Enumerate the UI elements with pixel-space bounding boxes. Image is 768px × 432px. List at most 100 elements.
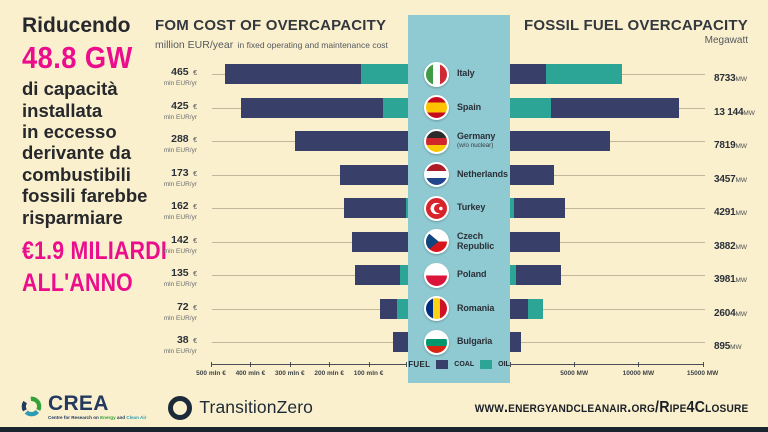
fom-value-bulgaria: 38 € mln EUR/yr [163, 334, 197, 355]
mw-value-spain: 13 144MW [714, 106, 755, 118]
mw-bar-italy [510, 64, 623, 84]
country-label-italy: Italy [457, 68, 475, 79]
crea-wordmark: CREA [48, 391, 109, 415]
mw-value-czech-republic: 3882MW [714, 240, 748, 252]
right-chart-title-block: FOSSIL FUEL OVERCAPACITY Megawatt [524, 17, 748, 46]
crea-tagline-part: Energy [100, 415, 116, 421]
country-label-netherlands: Netherlands [457, 168, 508, 179]
transitionzero-wordmark: TransitionZero [199, 397, 313, 417]
left-chart-title-block: FOM COST OF OVERCAPACITY million EUR/yea… [155, 17, 388, 53]
mw-bar-spain-oil-segment [510, 97, 552, 118]
left-axis-tick-300 [289, 362, 291, 367]
left-axis-tick-400 [250, 362, 252, 367]
row-gridline-right-italy [622, 74, 705, 75]
mw-bar-italy-coal-segment [510, 64, 546, 84]
fom-bar-italy-oil-segment [361, 64, 408, 84]
fom-bar-turkey-oil-segment [406, 198, 408, 218]
mw-bar-spain-coal-segment [551, 97, 679, 118]
row-gridline-left-italy [212, 74, 225, 75]
right-axis-label-5000: 5000 MW [560, 370, 589, 377]
mw-value-romania: 2604MW [714, 307, 748, 319]
intro-gw-highlight: 48.8 GW [22, 40, 133, 76]
mw-bar-romania [510, 298, 544, 319]
row-gridline-left-czech-republic [212, 241, 353, 243]
mw-bar-bulgaria [510, 332, 522, 352]
mw-bar-czech-republic-coal-segment [510, 231, 560, 252]
romania-flag-icon [424, 296, 449, 321]
fom-value-spain: 425 € mln EUR/yr [163, 99, 197, 121]
left-axis-line [212, 364, 406, 365]
fom-bar-germany [294, 131, 408, 151]
mw-value-germany: 7819MW [714, 140, 748, 151]
fom-bar-spain-oil-segment [383, 97, 408, 118]
country-label-romania: Romania [457, 302, 495, 313]
country-row-netherlands: Netherlands [424, 162, 508, 188]
mw-value-netherlands: 3457MW [714, 173, 748, 185]
row-gridline-left-germany [212, 141, 295, 142]
left-axis-label-400: 400 mln € [235, 370, 266, 377]
fom-bar-germany-coal-segment [294, 131, 408, 151]
left-axis-tick-200 [329, 362, 331, 367]
left-axis-tick-100 [368, 362, 370, 367]
country-label-germany: Germany (w/o nuclear) [457, 132, 507, 150]
mw-bar-netherlands-coal-segment [510, 164, 555, 185]
crea-tagline-part: and [115, 415, 127, 421]
mw-bar-turkey-oil-segment [510, 198, 514, 218]
campaign-url[interactable]: www.energyandcleanair.org/Ripe4Closure [474, 398, 748, 416]
left-axis-end-tick [406, 362, 407, 367]
right-axis-start-tick [510, 362, 511, 367]
left-chart-title: FOM COST OF OVERCAPACITY [155, 17, 387, 34]
legend-label-oil: OIL [498, 361, 510, 368]
poland-flag-icon [424, 262, 449, 288]
row-gridline-left-romania [212, 308, 380, 310]
crea-tagline-part: Clean Air [126, 415, 147, 421]
mw-bar-germany-coal-segment [510, 131, 611, 151]
fom-bar-turkey-coal-segment [344, 198, 407, 218]
country-sublabel-germany: (w/o nuclear) [457, 142, 494, 150]
fom-bar-poland-oil-segment [400, 265, 408, 285]
left-axis-label-100: 100 mln € [353, 370, 384, 377]
fom-bar-spain [240, 97, 408, 118]
netherlands-flag-icon [424, 162, 449, 187]
fom-value-poland: 135 € mln EUR/yr [163, 267, 197, 288]
fom-bar-bulgaria-coal-segment [393, 332, 408, 352]
country-row-turkey: Turkey [424, 195, 507, 221]
crea-logo: CREA Centre for Research on Energy and C… [20, 391, 146, 420]
mw-value-turkey: 4291MW [714, 207, 748, 218]
row-gridline-left-bulgaria [212, 342, 394, 343]
country-label-turkey: Turkey [457, 202, 486, 213]
fom-bar-turkey [344, 198, 408, 218]
left-axis-label-500: 500 mln € [196, 370, 226, 377]
fom-bar-italy-coal-segment [224, 64, 362, 84]
intro-text-block: Riducendo 48.8 GW di capacità installata… [22, 14, 207, 299]
footer: CREA Centre for Research on Energy and C… [0, 388, 768, 427]
right-axis-tick-5000 [574, 362, 576, 367]
fom-value-turkey: 162 € mln EUR/yr [163, 200, 197, 221]
row-gridline-left-spain [212, 107, 241, 109]
mw-bar-turkey-coal-segment [513, 198, 566, 218]
right-axis-label-15000: 15000 MW [686, 370, 719, 377]
mw-value-bulgaria: 895MW [714, 341, 742, 352]
fom-value-italy: 465 € mln EUR/yr [163, 66, 197, 87]
row-gridline-right-germany [610, 141, 705, 142]
row-gridline-right-romania [543, 308, 705, 310]
spain-flag-icon [424, 95, 449, 120]
country-row-germany: Germany (w/o nuclear) [424, 128, 507, 154]
right-chart-title: FOSSIL FUEL OVERCAPACITY [524, 17, 748, 34]
right-axis-label-10000: 10000 MW [622, 370, 655, 377]
crea-tagline-part: Centre for Research on [48, 415, 101, 421]
country-label-poland: Poland [457, 269, 487, 280]
mw-bar-romania-coal-segment [510, 298, 529, 319]
intro-lead: Riducendo [22, 14, 131, 37]
legend-label-coal: COAL [454, 361, 475, 368]
country-row-spain: Spain [424, 95, 507, 121]
fom-bar-bulgaria [393, 332, 408, 352]
fom-bar-netherlands-coal-segment [339, 164, 408, 185]
fom-bar-poland-coal-segment [354, 265, 401, 285]
left-axis-label-200: 200 mln € [314, 370, 345, 377]
crea-tagline: Centre for Research on Energy and Clean … [48, 415, 146, 420]
row-gridline-right-spain [678, 107, 705, 109]
fom-value-germany: 288 € mln EUR/yr [163, 133, 197, 154]
fom-bar-romania-oil-segment [396, 298, 408, 319]
country-row-italy: Italy [424, 61, 507, 87]
